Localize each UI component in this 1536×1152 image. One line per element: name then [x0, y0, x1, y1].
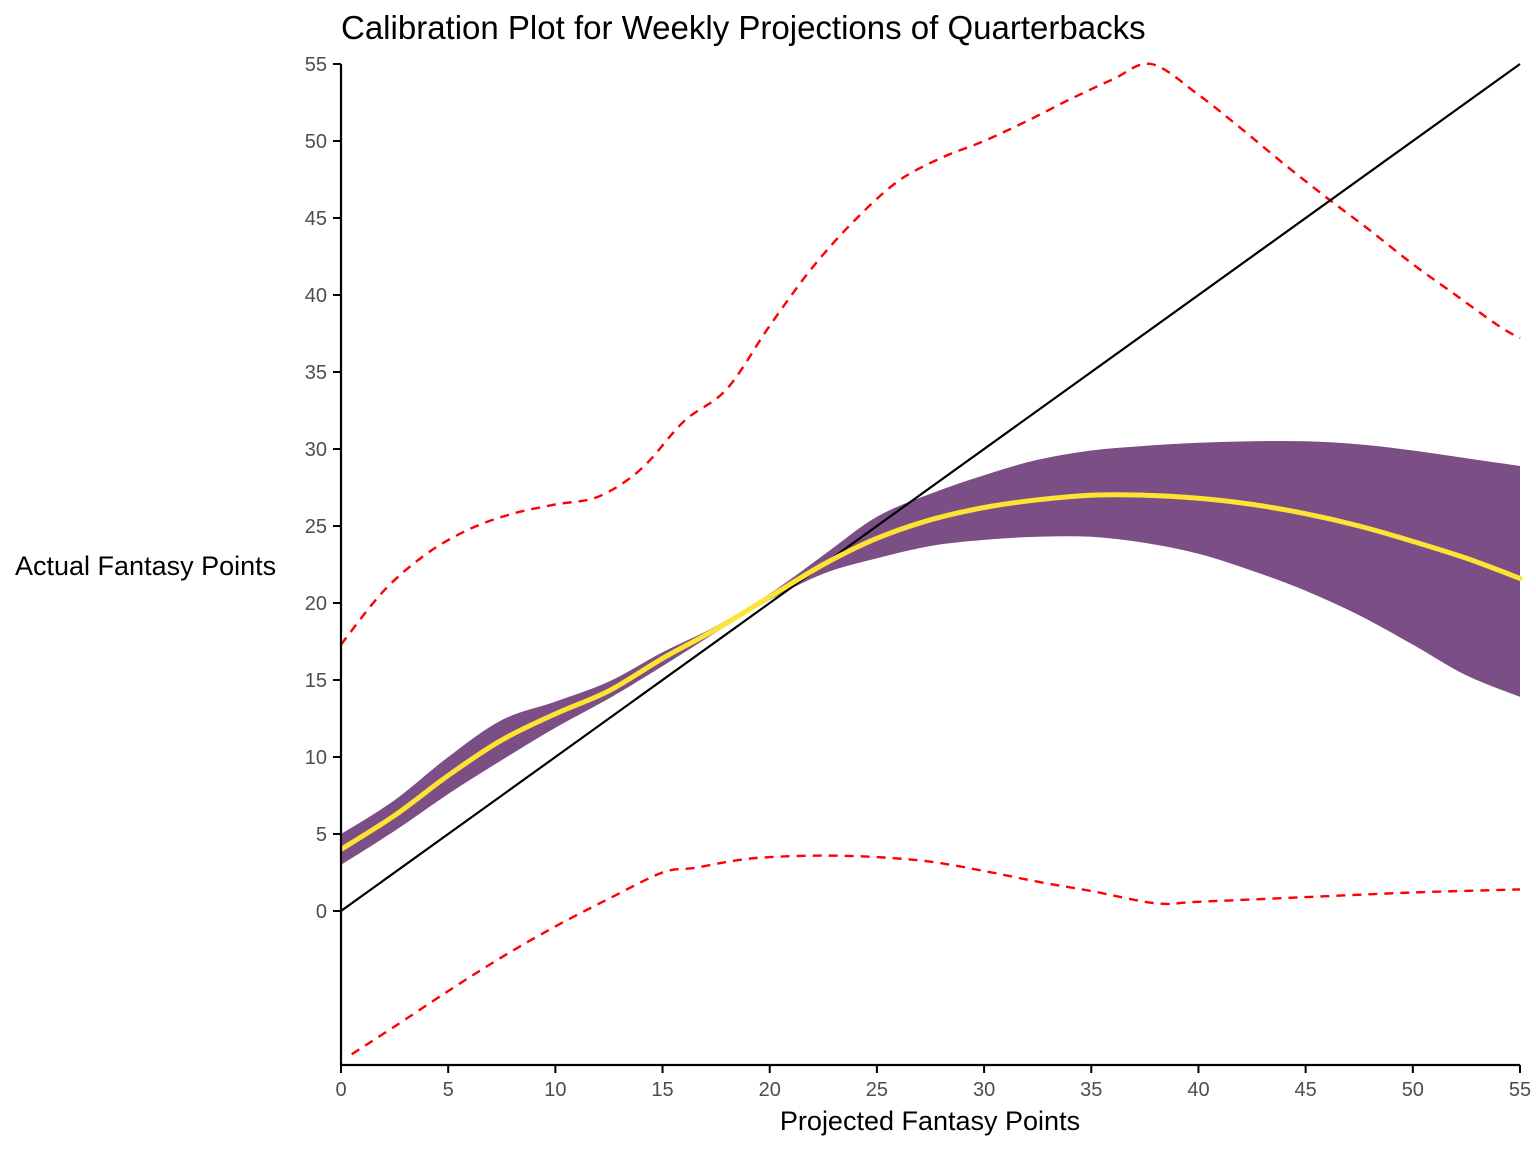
y-tick-label: 55 — [305, 54, 327, 76]
y-tick-label: 10 — [305, 747, 327, 769]
y-tick-label: 30 — [305, 439, 327, 461]
axes — [339, 64, 1520, 1067]
y-axis-ticks: 0 5 10 15 20 25 30 35 40 45 50 55 — [305, 54, 341, 923]
y-tick-label: 35 — [305, 362, 327, 384]
y-tick-label: 20 — [305, 593, 327, 615]
plot-area — [341, 62, 1523, 1056]
confidence-ribbon — [341, 440, 1520, 865]
x-tick-label: 0 — [335, 1079, 346, 1101]
x-tick-label: 10 — [544, 1079, 566, 1101]
y-axis-title: Actual Fantasy Points — [15, 551, 276, 581]
x-tick-label: 35 — [1080, 1079, 1102, 1101]
x-axis-ticks: 0 5 10 15 20 25 30 35 40 45 50 55 — [335, 1065, 1531, 1101]
x-tick-label: 15 — [651, 1079, 673, 1101]
chart-title: Calibration Plot for Weekly Projections … — [341, 9, 1146, 46]
y-tick-label: 5 — [316, 824, 327, 846]
identity-line — [341, 63, 1521, 912]
x-tick-label: 30 — [973, 1079, 995, 1101]
y-tick-label: 0 — [316, 901, 327, 923]
fitted-curve — [341, 492, 1523, 852]
upper-bound-dashed-line — [341, 62, 1521, 646]
y-tick-label: 25 — [305, 516, 327, 538]
x-tick-label: 25 — [866, 1079, 888, 1101]
x-tick-label: 5 — [443, 1079, 454, 1101]
y-tick-label: 40 — [305, 285, 327, 307]
x-tick-label: 50 — [1402, 1079, 1424, 1101]
y-tick-label: 45 — [305, 208, 327, 230]
x-tick-label: 45 — [1295, 1079, 1317, 1101]
x-tick-label: 55 — [1509, 1079, 1531, 1101]
x-tick-label: 20 — [759, 1079, 781, 1101]
x-axis-title: Projected Fantasy Points — [780, 1106, 1080, 1136]
lower-bound-dashed-line — [351, 854, 1521, 1056]
y-tick-label: 50 — [305, 131, 327, 153]
x-tick-label: 40 — [1187, 1079, 1209, 1101]
y-tick-label: 15 — [305, 670, 327, 692]
